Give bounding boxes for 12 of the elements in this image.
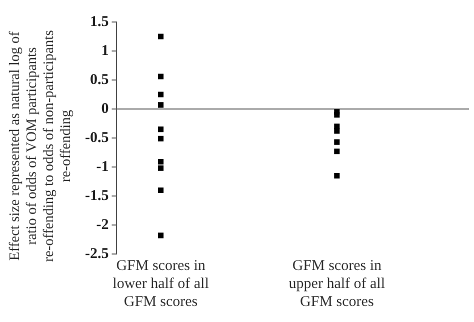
x-tick-label: GFM scores in lower half of all GFM scores <box>112 258 209 310</box>
y-tick-label: -2 <box>96 216 109 233</box>
y-tick-label: -1 <box>96 158 109 175</box>
y-tick-label: 1.5 <box>90 14 109 30</box>
y-tick-label: -2.5 <box>84 246 109 262</box>
y-tick-label: -1.5 <box>84 188 109 204</box>
y-tick-label: 0 <box>101 100 109 117</box>
y-axis-title: Effect size represented as natural log of ratio of odds of VOM participants re-offending to odds of non-participants re-offending <box>7 30 74 262</box>
y-tick-label: -0.5 <box>84 130 109 146</box>
x-tick-label: GFM scores in upper half of all GFM scores <box>288 258 386 310</box>
y-tick-label: 0.5 <box>90 72 109 88</box>
y-tick-label: 1 <box>101 42 109 59</box>
